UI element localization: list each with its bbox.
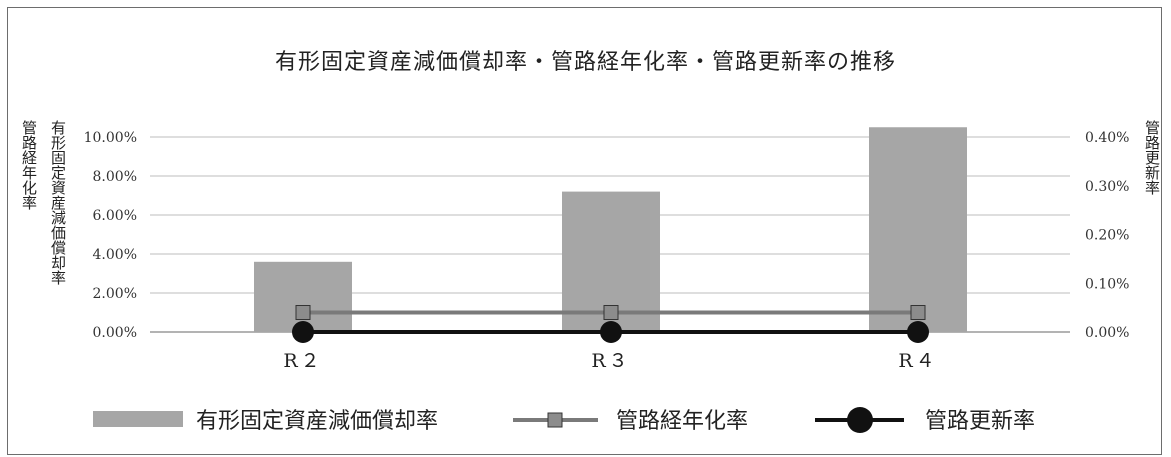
x-tick-label: R２ — [283, 350, 322, 372]
y-left-tick-label: 0.00% — [93, 325, 137, 341]
y-right-tick-label: 0.40% — [1085, 130, 1129, 146]
y-axis-label-pipe-aging: 管路経年化率 — [20, 120, 38, 210]
y-left-tick-label: 2.00% — [93, 286, 137, 302]
x-tick-label: R４ — [898, 350, 937, 372]
x-tick-label: R３ — [591, 350, 630, 372]
y-right-tick-label: 0.00% — [1085, 325, 1129, 341]
marker-square — [295, 305, 311, 320]
legend-swatch-marker — [547, 412, 563, 428]
legend-label: 有形固定資産減価償却率 — [196, 409, 438, 434]
y-left-tick-label: 6.00% — [93, 208, 137, 224]
y-left-tick-label: 8.00% — [93, 169, 137, 185]
marker-circle — [907, 321, 929, 343]
chart-title: 有形固定資産減価償却率・管路経年化率・管路更新率の推移 — [274, 50, 896, 75]
legend-label: 管路経年化率 — [616, 409, 748, 434]
y-left-tick-label: 4.00% — [93, 247, 137, 263]
marker-circle — [292, 321, 314, 343]
legend-swatch-marker — [847, 407, 873, 433]
y-right-tick-label: 0.10% — [1085, 276, 1129, 292]
y-right-tick-label: 0.20% — [1085, 228, 1129, 244]
y-axis-label-pipe-renewal: 管路更新率 — [1143, 120, 1161, 195]
y-right-tick-label: 0.30% — [1085, 179, 1129, 195]
legend-swatch-bar — [93, 411, 183, 427]
marker-square — [910, 305, 926, 320]
y-left-tick-label: 10.00% — [84, 130, 137, 146]
bar — [869, 127, 967, 332]
y-axis-label-depreciation: 有形固定資産減価償却率 — [49, 120, 67, 285]
marker-square — [603, 305, 619, 320]
bar — [254, 261, 352, 332]
marker-circle — [600, 321, 622, 343]
legend-label: 管路更新率 — [925, 409, 1035, 434]
